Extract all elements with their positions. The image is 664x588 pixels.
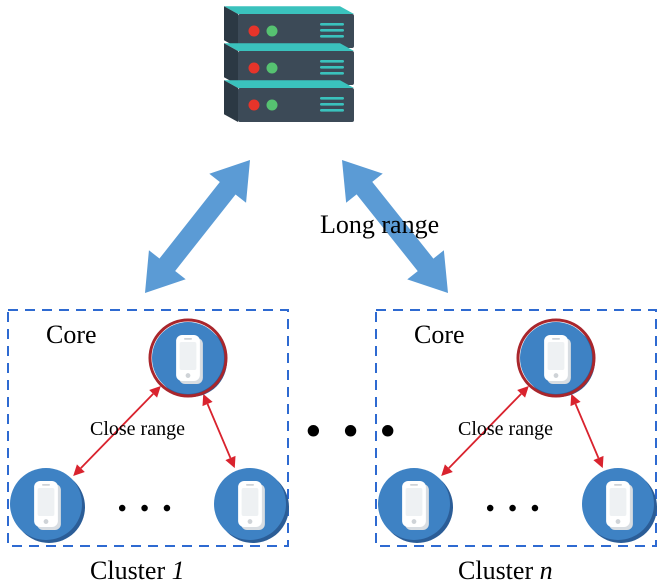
cluster-caption: Cluster n bbox=[458, 556, 553, 586]
close-range-label: Close range bbox=[458, 418, 553, 441]
core-label: Core bbox=[414, 320, 465, 350]
cluster-ellipsis: • • • bbox=[118, 496, 175, 523]
phone-node-icon bbox=[214, 468, 289, 543]
phone-node-icon bbox=[582, 468, 657, 543]
blue-arrow bbox=[145, 160, 250, 293]
center-ellipsis: • • • bbox=[306, 408, 401, 456]
phone-node-icon bbox=[378, 468, 453, 543]
cluster-caption: Cluster 1 bbox=[90, 556, 185, 586]
long-range-label: Long range bbox=[320, 210, 439, 240]
core-node-icon bbox=[150, 320, 227, 397]
close-range-label: Close range bbox=[90, 418, 185, 441]
core-node-icon bbox=[518, 320, 595, 397]
cluster-ellipsis: • • • bbox=[486, 496, 543, 523]
phone-node-icon bbox=[10, 468, 85, 543]
diagram-canvas bbox=[0, 0, 664, 588]
red-arrow bbox=[570, 394, 603, 468]
core-label: Core bbox=[46, 320, 97, 350]
server-icon bbox=[224, 6, 354, 122]
red-arrow bbox=[202, 394, 235, 468]
